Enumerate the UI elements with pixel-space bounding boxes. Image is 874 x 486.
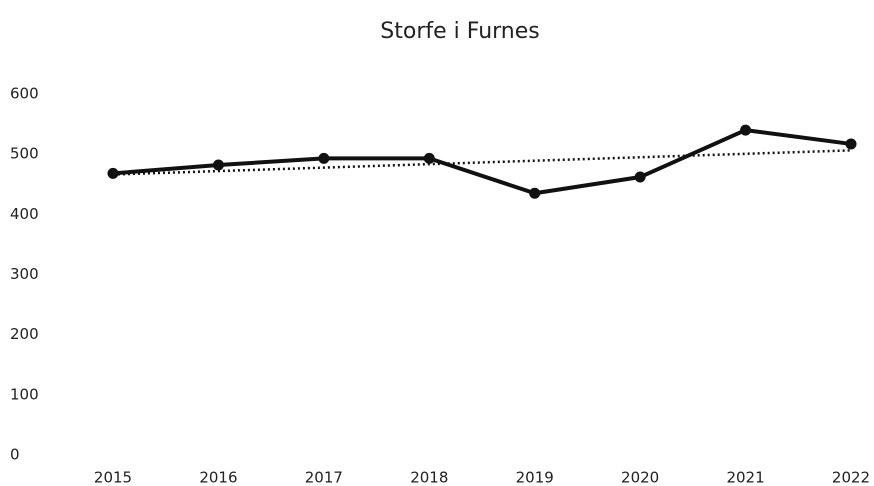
y-tick-label: 200: [10, 325, 39, 343]
trendline: [112, 149, 852, 176]
point: [845, 138, 857, 150]
point: [529, 187, 541, 199]
y-tick-label: 100: [10, 385, 39, 403]
x-tick-label: 2019: [516, 469, 554, 486]
y-tick-label: 400: [10, 205, 39, 223]
chart-title: Storfe i Furnes: [380, 19, 539, 44]
y-tick-label: 0: [10, 446, 20, 464]
y-tick-label: 500: [10, 145, 39, 163]
y-tick-label: 600: [10, 85, 39, 103]
point: [212, 159, 224, 171]
x-tick-label: 2017: [305, 469, 343, 486]
point: [107, 167, 119, 179]
point: [740, 124, 752, 136]
x-tick-label: 2020: [621, 469, 659, 486]
line: [112, 128, 852, 196]
y-tick-label: 300: [10, 265, 39, 283]
x-tick-label: 2015: [94, 469, 132, 486]
point: [634, 171, 646, 183]
point: [318, 152, 330, 164]
point: [423, 152, 435, 164]
x-tick-label: 2021: [726, 469, 764, 486]
x-tick-label: 2016: [199, 469, 237, 486]
x-tick-label: 2022: [832, 469, 870, 486]
x-tick-label: 2018: [410, 469, 448, 486]
